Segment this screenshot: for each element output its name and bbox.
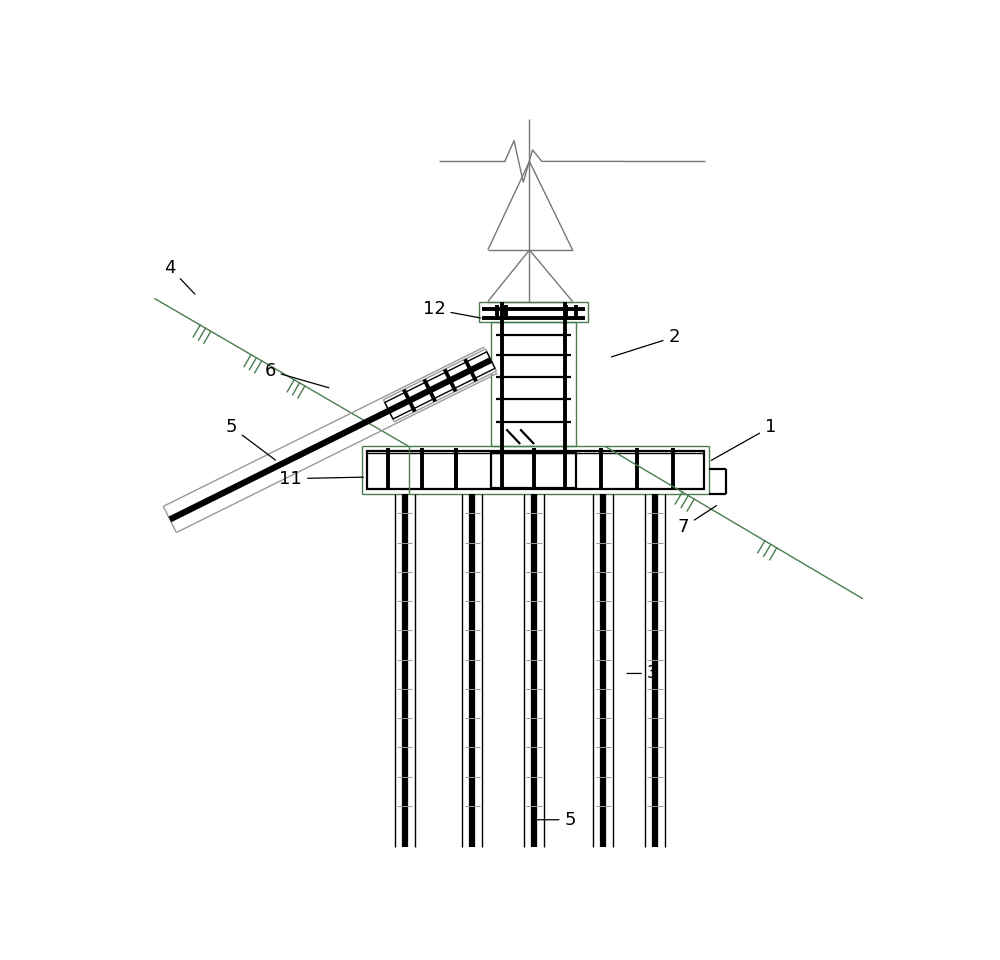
Text: 1: 1 [711, 418, 776, 461]
Bar [491, 322, 576, 446]
Text: 12: 12 [423, 300, 481, 319]
Text: 3: 3 [627, 664, 658, 683]
Text: 4: 4 [164, 258, 195, 294]
Text: 2: 2 [611, 328, 680, 357]
Text: 11: 11 [279, 469, 363, 488]
Text: 5: 5 [226, 418, 275, 460]
Polygon shape [383, 349, 496, 421]
Bar [479, 301, 588, 322]
Text: 5: 5 [537, 811, 576, 828]
Bar [367, 451, 704, 490]
Bar [362, 446, 709, 494]
Bar [491, 453, 576, 488]
Text: 6: 6 [264, 362, 329, 388]
Text: 7: 7 [678, 506, 717, 536]
